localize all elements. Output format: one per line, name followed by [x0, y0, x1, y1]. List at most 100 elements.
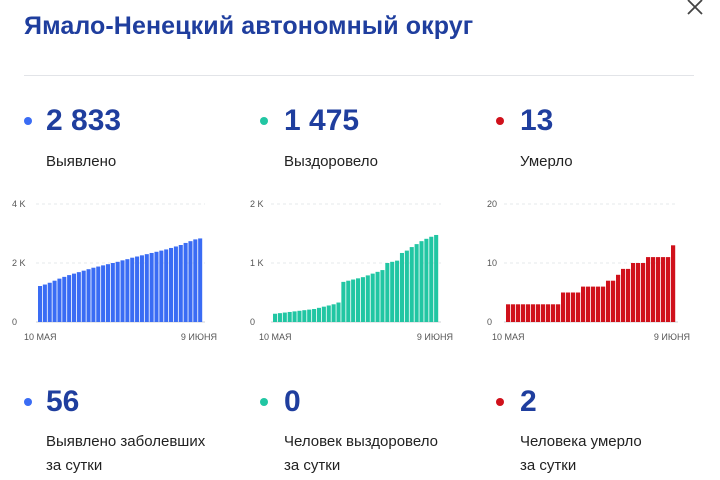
bar-recovered [292, 311, 297, 322]
bar-deaths [541, 304, 546, 322]
daily-label-deaths-line2: за сутки [520, 457, 577, 474]
bar-recovered [287, 311, 292, 322]
bar-recovered [351, 279, 356, 322]
bar-deaths [641, 263, 646, 322]
stat-label-detected: Выявлено [46, 153, 117, 170]
bar-recovered [409, 247, 414, 322]
bar-recovered [414, 244, 419, 322]
bar-detected [149, 252, 154, 322]
bar-detected [96, 266, 101, 322]
bar-deaths [571, 292, 576, 322]
stat-label-deaths: Умерло [520, 153, 573, 170]
bar-deaths [656, 257, 661, 322]
bar-deaths [601, 286, 606, 322]
bar-detected [178, 245, 183, 322]
bar-recovered [316, 307, 322, 322]
bar-recovered [360, 277, 365, 322]
bar-detected [38, 286, 43, 322]
bar-deaths [536, 304, 541, 322]
stat-value-detected: 2 833 [46, 104, 122, 137]
bar-detected [198, 238, 203, 322]
bar-recovered [336, 302, 341, 322]
daily-value-detected: 56 [46, 385, 80, 418]
bar-detected [125, 259, 130, 322]
x-tick-label-start: 10 МАЯ [24, 332, 57, 342]
bar-deaths [621, 268, 626, 322]
bar-detected [52, 280, 57, 322]
bar-deaths [531, 304, 536, 322]
bar-detected [154, 251, 159, 322]
bar-detected [159, 250, 164, 322]
red-dot-icon [496, 398, 504, 406]
bar-recovered [399, 252, 405, 322]
y-tick-label: 1 K [250, 258, 264, 268]
bar-deaths [566, 292, 571, 322]
bar-detected [183, 242, 188, 322]
bar-recovered [326, 305, 331, 322]
y-tick-label: 10 [487, 258, 497, 268]
bar-detected [81, 270, 86, 322]
x-tick-label-start: 10 МАЯ [492, 332, 525, 342]
bar-deaths [516, 304, 521, 322]
bar-recovered [429, 236, 434, 323]
y-tick-label: 0 [12, 317, 17, 327]
bar-detected [71, 273, 77, 322]
bar-deaths [606, 280, 611, 322]
bar-detected [139, 255, 144, 322]
bar-recovered [419, 241, 424, 322]
blue-dot-icon [24, 398, 32, 406]
bar-detected [130, 257, 135, 322]
bar-detected [86, 269, 91, 322]
bar-detected [115, 261, 120, 322]
bar-recovered [424, 238, 429, 322]
x-tick-label-end: 9 ИЮНЯ [417, 332, 453, 342]
bar-deaths [581, 286, 586, 322]
bar-deaths [646, 257, 651, 322]
bar-detected [57, 278, 62, 322]
bar-recovered [356, 278, 361, 322]
bar-recovered [404, 250, 409, 322]
stat-label-recovered: Выздоровело [284, 153, 379, 170]
daily-label-detected-line2: за сутки [46, 457, 103, 474]
bar-recovered [380, 270, 385, 322]
bar-recovered [365, 275, 370, 322]
daily-label-recovered-line2: за сутки [284, 457, 341, 474]
bar-recovered [370, 273, 375, 322]
bar-deaths [596, 286, 601, 322]
stat-value-recovered: 1 475 [284, 104, 360, 137]
green-dot-icon [260, 117, 268, 125]
x-tick-label-start: 10 МАЯ [259, 332, 292, 342]
bar-detected [47, 282, 52, 322]
y-tick-label: 0 [250, 317, 255, 327]
bar-recovered [375, 271, 380, 322]
close-icon[interactable] [684, 0, 706, 18]
bar-detected [173, 246, 178, 322]
bar-deaths [551, 304, 556, 322]
bar-recovered [385, 263, 390, 322]
daily-label-recovered-line1: Человек выздоровело [284, 433, 438, 450]
x-tick-label-end: 9 ИЮНЯ [181, 332, 217, 342]
y-tick-label: 4 K [12, 199, 26, 209]
bar-detected [110, 263, 115, 322]
bar-detected [169, 247, 174, 322]
daily-label-deaths-line1: Человека умерло [520, 433, 642, 450]
daily-label-detected-line1: Выявлено заболевших [46, 433, 206, 450]
bar-recovered [273, 313, 278, 322]
bar-deaths [611, 280, 616, 322]
bar-deaths [561, 292, 566, 322]
daily-value-deaths: 2 [520, 385, 537, 418]
bar-detected [101, 265, 106, 322]
y-tick-label: 20 [487, 199, 497, 209]
blue-dot-icon [24, 117, 32, 125]
bar-deaths [576, 292, 581, 322]
page-title: Ямало-Ненецкий автономный округ [24, 12, 474, 40]
bar-detected [193, 239, 198, 322]
bar-detected [135, 256, 140, 322]
bar-deaths [616, 274, 621, 322]
bar-detected [67, 275, 72, 323]
bar-deaths [671, 245, 676, 322]
bar-recovered [297, 310, 302, 322]
bar-recovered [277, 313, 282, 322]
stat-value-deaths: 13 [520, 104, 554, 137]
